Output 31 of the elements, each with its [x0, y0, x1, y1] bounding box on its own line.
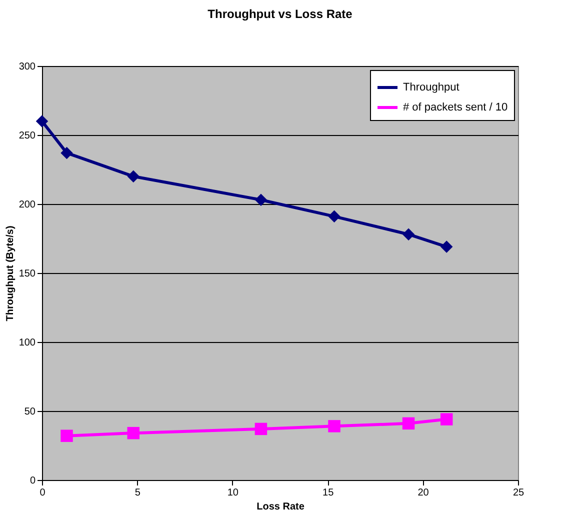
point [60, 430, 73, 442]
point [328, 420, 340, 432]
x-tick-label: 20 [418, 488, 430, 498]
chart-title: Throughput vs Loss Rate [208, 7, 353, 21]
point [254, 194, 268, 206]
legend-label: Throughput [403, 82, 460, 94]
x-tick-label: 0 [40, 488, 46, 498]
x-tick-label: 25 [512, 488, 524, 498]
y-tick-label: 100 [18, 338, 36, 348]
x-axis-title: Loss Rate [256, 502, 305, 512]
legend-label: # of packets sent / 10 [403, 102, 508, 114]
y-tick-label: 50 [24, 406, 36, 418]
y-tick-label: 150 [18, 268, 36, 280]
point [328, 210, 340, 223]
point [127, 170, 140, 183]
point [254, 422, 268, 436]
point [60, 146, 73, 160]
y-tick-label: 300 [18, 62, 36, 72]
point [36, 115, 48, 128]
y-tick-label: 200 [18, 200, 36, 210]
point [440, 240, 453, 253]
point [127, 426, 140, 440]
x-tick-label: 5 [134, 488, 141, 498]
y-tick-label: 250 [18, 130, 36, 142]
x-tick-label: 15 [322, 488, 334, 498]
point [440, 413, 453, 426]
point [402, 228, 415, 240]
x-tick-label: 10 [227, 488, 239, 498]
y-axis-title: Throughput (Byte/s) [4, 226, 16, 322]
point [402, 417, 415, 430]
y-tick-label: 0 [30, 476, 36, 486]
